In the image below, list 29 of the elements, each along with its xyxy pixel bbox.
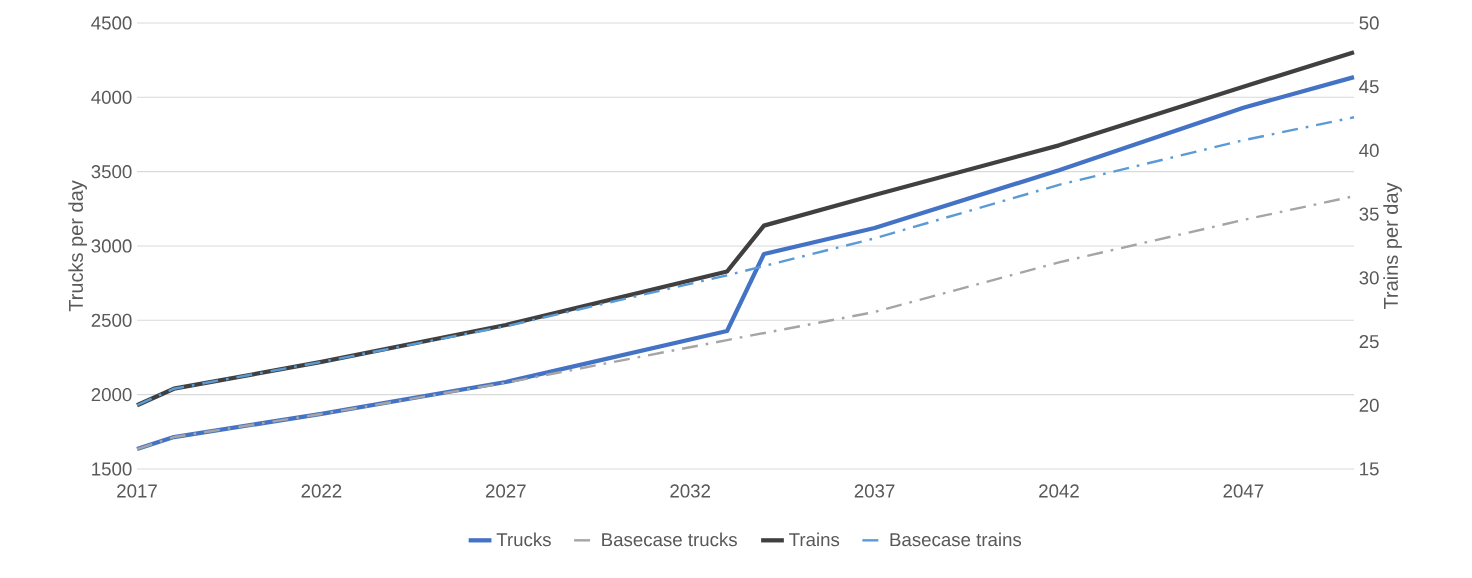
legend-label: Trucks [496, 532, 551, 547]
y-axis-title: Trucks per day [68, 180, 87, 312]
y2-tick-label: 40 [1359, 143, 1379, 158]
x-tick-label: 2027 [485, 484, 526, 498]
y-tick-label: 2500 [91, 313, 132, 327]
y-tick-label: 4000 [91, 90, 132, 104]
y2-tick-label: 45 [1359, 80, 1379, 94]
legend-label: Trains [789, 532, 840, 547]
y2-tick-label: 20 [1359, 398, 1379, 412]
y-tick-label: 2000 [91, 388, 132, 402]
x-tick-label: 2032 [670, 484, 711, 498]
y2-tick-label: 25 [1359, 334, 1379, 349]
y-tick-label: 1500 [92, 462, 132, 476]
x-tick-label: 2047 [1223, 484, 1264, 498]
y2-tick-label: 35 [1359, 207, 1379, 221]
legend-label: Basecase trains [890, 532, 1022, 547]
y2-axis-title: Trains per day [1383, 182, 1402, 310]
y2-tick-label: 30 [1359, 271, 1379, 285]
y2-tick-label: 15 [1360, 462, 1379, 476]
y2-tick-label: 50 [1359, 16, 1379, 30]
y-tick-label: 3000 [91, 239, 132, 253]
x-tick-label: 2037 [854, 484, 895, 498]
line-series [135, 116, 1356, 407]
y-tick-label: 4500 [91, 16, 132, 30]
y-tick-label: 3500 [91, 165, 132, 179]
legend-label: Basecase trucks [602, 532, 737, 547]
x-tick-label: 2017 [117, 484, 157, 498]
x-tick-label: 2022 [301, 484, 342, 498]
x-tick-label: 2042 [1039, 484, 1079, 498]
